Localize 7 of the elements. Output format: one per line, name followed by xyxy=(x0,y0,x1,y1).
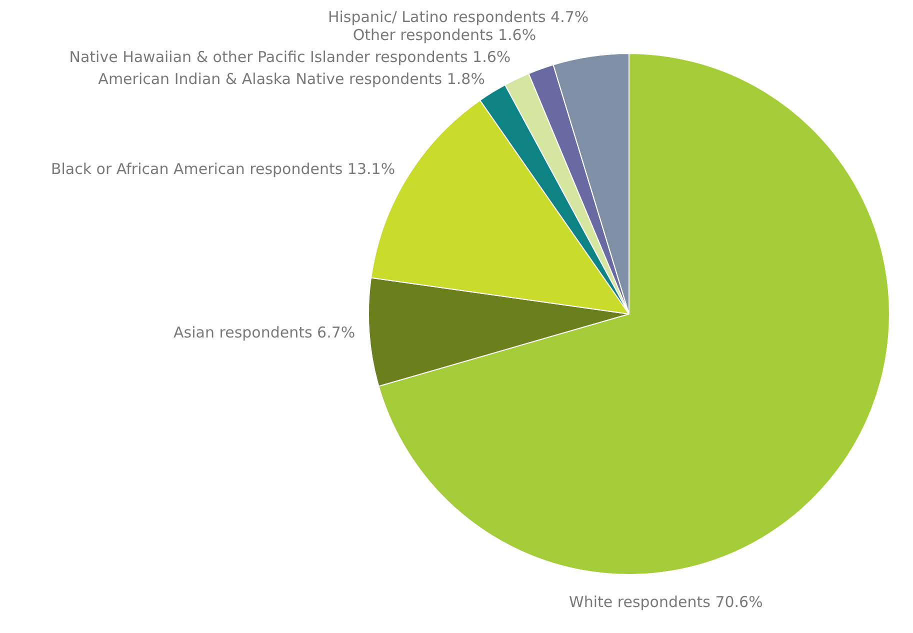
slice-label: White respondents 70.6% xyxy=(569,592,763,611)
slice-label: American Indian & Alaska Native respondents 1.8% xyxy=(98,70,485,88)
slice-label: Black or African American respondents 13.1% xyxy=(50,160,396,178)
slice-label: Native Hawaiian & other Pacific Islander respondents 1.6% xyxy=(69,48,511,66)
slice-label: Other respondents 1.6% xyxy=(352,26,536,44)
slice-label: Asian respondents 6.7% xyxy=(174,323,356,342)
slice-label: Hispanic/ Latino respondents 4.7% xyxy=(328,8,589,26)
